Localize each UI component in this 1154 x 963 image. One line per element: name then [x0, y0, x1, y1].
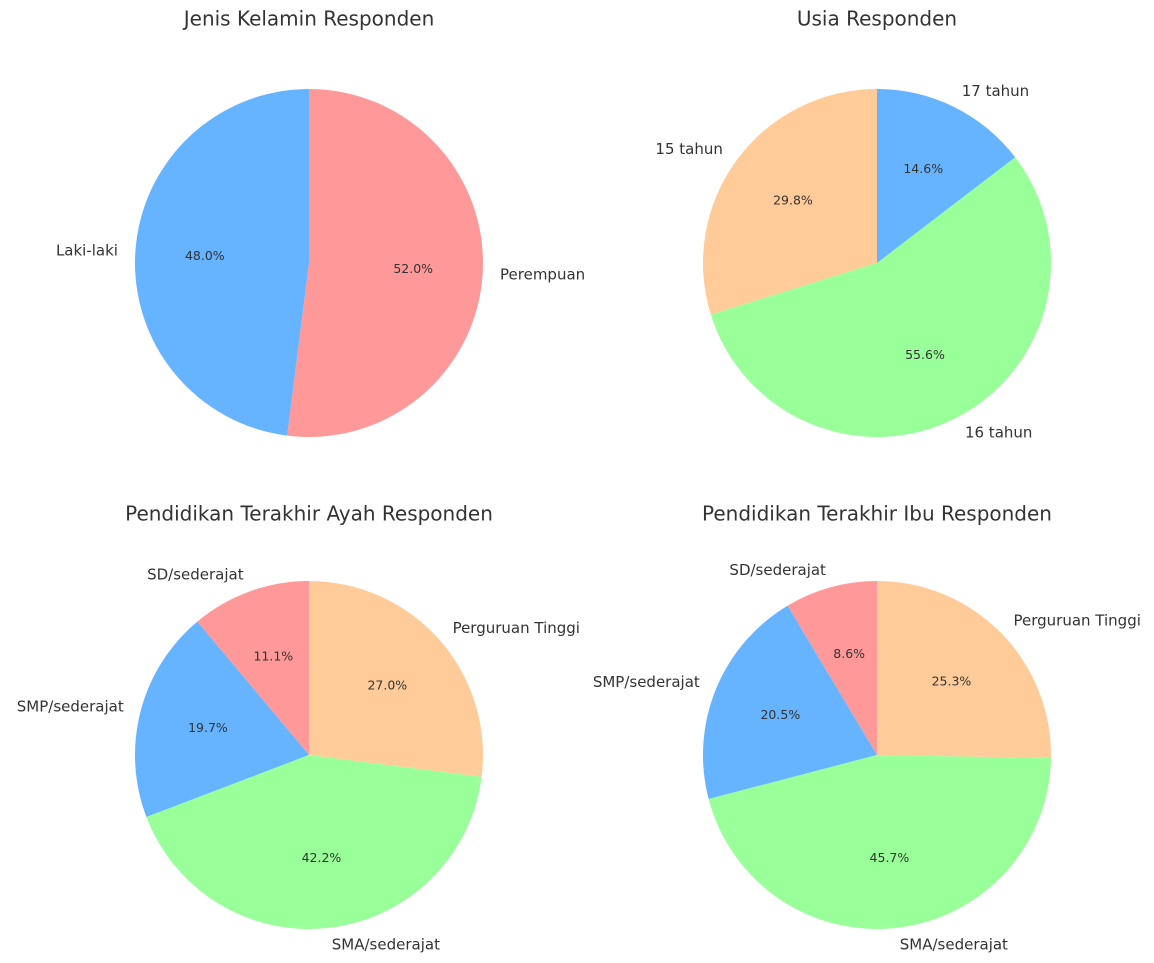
slice-label: SD/sederajat — [729, 561, 826, 579]
slice-label: Perguruan Tinggi — [1014, 611, 1141, 629]
value-label: 29.8% — [773, 193, 813, 208]
value-label: 14.6% — [903, 161, 943, 176]
slice-label: SMP/sederajat — [17, 697, 124, 715]
slice-label: 16 tahun — [965, 423, 1032, 441]
slice-label: SD/sederajat — [147, 566, 244, 584]
pie-slice — [877, 89, 1016, 263]
chart-title: Pendidikan Terakhir Ayah Responden — [125, 502, 493, 526]
slice-label: Laki-laki — [56, 241, 118, 259]
pie-slice — [877, 581, 1051, 759]
chart-title: Pendidikan Terakhir Ibu Responden — [702, 502, 1052, 526]
pie-slice — [787, 581, 877, 755]
slice-label: Perguruan Tinggi — [453, 619, 580, 637]
value-label: 19.7% — [188, 720, 228, 735]
pie-slice — [197, 581, 309, 755]
pie-slice — [135, 621, 309, 818]
slice-label: 17 tahun — [962, 82, 1029, 100]
pie-slice — [134, 89, 309, 436]
pie-slice — [710, 157, 1051, 437]
slice-label: SMA/sederajat — [332, 936, 440, 954]
value-label: 52.0% — [393, 261, 433, 276]
chart-title: Jenis Kelamin Responden — [182, 7, 435, 31]
slice-label: 15 tahun — [655, 140, 722, 158]
chart-title: Usia Responden — [797, 7, 957, 31]
pie-slice — [287, 89, 483, 437]
value-label: 8.6% — [833, 646, 865, 661]
pie-slice — [146, 755, 482, 930]
slice-label: SMP/sederajat — [593, 673, 700, 691]
value-label: 48.0% — [185, 248, 225, 263]
pie-slice — [708, 755, 1051, 929]
value-label: 25.3% — [932, 673, 972, 688]
value-label: 20.5% — [760, 707, 800, 722]
pie-slice — [703, 605, 877, 800]
value-label: 42.2% — [302, 850, 342, 865]
value-label: 27.0% — [367, 677, 407, 692]
slice-label: Perempuan — [500, 266, 585, 284]
pie-slice — [702, 89, 877, 315]
value-label: 55.6% — [905, 347, 945, 362]
pie-slice — [309, 581, 483, 777]
value-label: 11.1% — [253, 648, 293, 663]
slice-label: SMA/sederajat — [900, 936, 1008, 954]
value-label: 45.7% — [870, 850, 910, 865]
